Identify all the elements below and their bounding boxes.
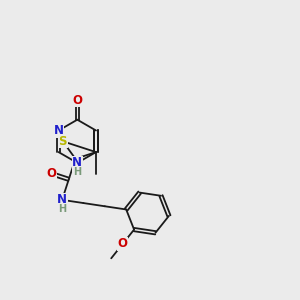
Text: O: O [72,94,82,107]
Text: H: H [73,167,81,178]
Text: N: N [72,156,82,170]
Text: H: H [58,204,66,214]
Text: N: N [54,124,64,137]
Text: S: S [58,135,67,148]
Text: O: O [118,237,128,250]
Text: O: O [46,167,56,180]
Text: N: N [57,194,67,206]
